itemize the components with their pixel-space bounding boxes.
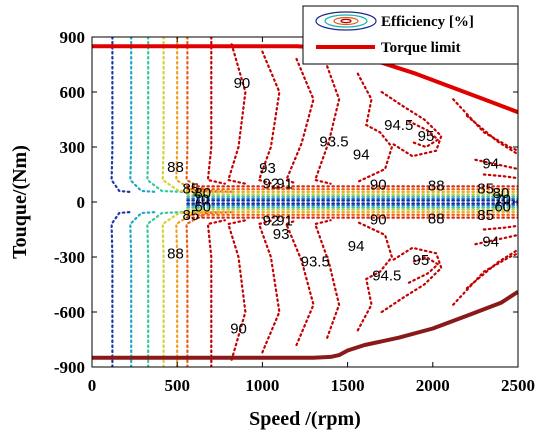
contour-label: 85 bbox=[477, 180, 494, 197]
contour-label: 92 bbox=[263, 176, 280, 193]
x-tick-label: 1500 bbox=[331, 376, 365, 395]
contour-label: 92 bbox=[263, 212, 280, 229]
contour-label: 60 bbox=[194, 199, 211, 216]
y-tick-label: 900 bbox=[60, 28, 86, 47]
contour-line bbox=[313, 65, 341, 185]
contour-label: 90 bbox=[370, 211, 387, 228]
contour-label: 93.5 bbox=[319, 134, 348, 151]
contour-label: 85 bbox=[182, 180, 199, 197]
contour-line bbox=[226, 219, 247, 361]
legend: Efficiency [%] Torque limit bbox=[302, 5, 519, 65]
y-tick-label: 0 bbox=[77, 193, 86, 212]
contour-line bbox=[407, 120, 440, 149]
contour-label: 94 bbox=[482, 156, 499, 173]
contour-label: 93 bbox=[259, 160, 276, 177]
contour-label: 91 bbox=[276, 212, 293, 229]
contour-line bbox=[482, 224, 518, 231]
contour-label: 80 bbox=[194, 185, 211, 202]
contour-label: 95 bbox=[418, 128, 435, 145]
y-axis-ticks: 900 600 300 0 -300 -600 -900 bbox=[54, 28, 518, 377]
y-axis-title: Touque/(Nm) bbox=[9, 145, 31, 259]
contour-line bbox=[185, 37, 236, 193]
contour-label: 94 bbox=[348, 238, 365, 255]
contour-line bbox=[380, 90, 443, 158]
x-tick-label: 1000 bbox=[245, 376, 279, 395]
contour-line bbox=[110, 211, 131, 367]
contour-label: 70 bbox=[494, 191, 511, 208]
contour-label: 90 bbox=[370, 177, 387, 194]
contour-label: 94.5 bbox=[384, 117, 413, 134]
contour-line bbox=[257, 219, 281, 354]
contour-label: 80 bbox=[493, 185, 510, 202]
y-tick-label: -900 bbox=[54, 358, 85, 377]
contour-label: 88 bbox=[167, 245, 184, 262]
contour-label: 95 bbox=[413, 252, 430, 269]
contour-line bbox=[465, 114, 518, 156]
y-tick-label: 300 bbox=[60, 138, 86, 157]
contour-lines bbox=[110, 37, 518, 367]
y-tick-label: -600 bbox=[54, 303, 85, 322]
contour-label: 85 bbox=[182, 207, 199, 224]
contour-line bbox=[465, 248, 518, 290]
contour-label: 60 bbox=[494, 199, 511, 216]
torque-limit-negative bbox=[92, 290, 518, 360]
contour-label: 88 bbox=[428, 178, 445, 195]
y-tick-label: -300 bbox=[54, 248, 85, 267]
x-tick-label: 2000 bbox=[416, 376, 450, 395]
contour-line bbox=[257, 50, 281, 185]
contour-label: 90 bbox=[234, 75, 251, 92]
contour-label: 94 bbox=[482, 233, 499, 250]
contour-line bbox=[226, 43, 247, 185]
contour-line bbox=[110, 37, 131, 193]
contour-label: 88 bbox=[428, 211, 445, 228]
x-axis-ticks: 0 500 1000 1500 2000 2500 bbox=[88, 37, 535, 395]
x-tick-label: 500 bbox=[164, 376, 190, 395]
legend-label-torque-limit: Torque limit bbox=[381, 40, 461, 56]
contour-label: 88 bbox=[167, 159, 184, 176]
x-axis-title: Speed /(rpm) bbox=[249, 408, 361, 430]
contour-label: 90 bbox=[230, 321, 247, 338]
contour-label: 85 bbox=[477, 207, 494, 224]
contour-line bbox=[206, 219, 226, 367]
contour-line bbox=[380, 246, 443, 314]
x-tick-label: 2500 bbox=[501, 376, 535, 395]
contour-line bbox=[284, 219, 315, 347]
contour-label: 94 bbox=[353, 146, 370, 163]
contour-label: 70 bbox=[193, 191, 210, 208]
contour-line bbox=[407, 255, 440, 284]
contour-line bbox=[206, 37, 226, 185]
contour-label: 94.5 bbox=[372, 267, 401, 284]
contour-line bbox=[474, 233, 518, 246]
x-tick-label: 0 bbox=[88, 376, 97, 395]
contour-label: 93.5 bbox=[301, 254, 330, 271]
legend-contour-icon bbox=[315, 11, 377, 31]
contour-line bbox=[185, 211, 236, 367]
contour-label: 91 bbox=[276, 176, 293, 193]
y-tick-label: 600 bbox=[60, 83, 86, 102]
legend-label-efficiency: Efficiency [%] bbox=[381, 14, 474, 30]
contour-line bbox=[356, 72, 394, 183]
contour-line bbox=[482, 173, 518, 180]
contour-line bbox=[313, 219, 341, 339]
contour-line bbox=[356, 221, 394, 332]
contour-line bbox=[284, 57, 315, 185]
contour-label: 93 bbox=[273, 226, 290, 243]
contour-line bbox=[474, 158, 518, 171]
